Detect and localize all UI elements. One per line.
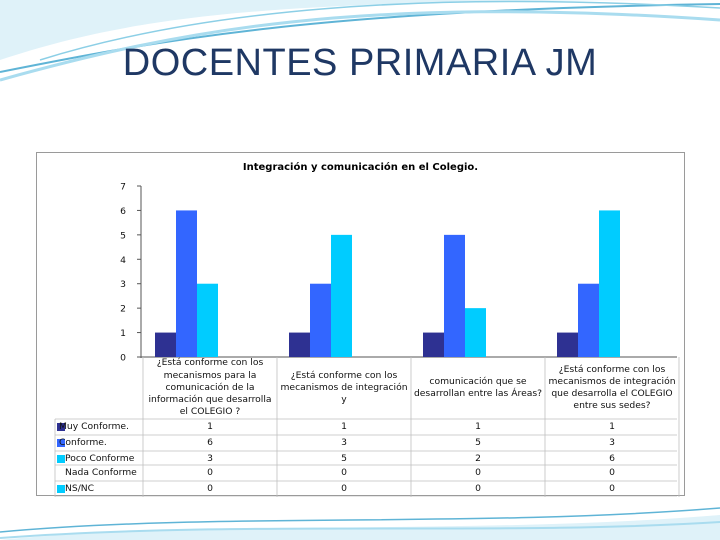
bar-1-2 xyxy=(289,332,310,357)
series-name: Muy Conforme. xyxy=(59,421,129,432)
bar-3-2 xyxy=(331,234,352,357)
bar-3-1 xyxy=(197,283,218,357)
table-cell: 0 xyxy=(609,483,615,494)
y-tick-label: 5 xyxy=(120,230,126,241)
chart-title: Integración y comunicación en el Colegio… xyxy=(242,162,479,173)
y-tick-label: 4 xyxy=(120,255,126,266)
legend-swatch xyxy=(57,455,65,463)
bar-2-1 xyxy=(176,210,197,357)
table-cell: 6 xyxy=(609,453,615,464)
category-label-2: ¿Está conforme con los mecanismos de int… xyxy=(280,369,408,406)
table-cell: 3 xyxy=(609,437,615,448)
series-name: NS/NC xyxy=(65,483,95,494)
y-tick-label: 6 xyxy=(120,206,126,217)
table-cell: 3 xyxy=(341,437,347,448)
table-cell: 5 xyxy=(341,453,347,464)
table-row: Conforme. 6 3 5 3 xyxy=(37,435,686,451)
category-label-4: ¿Está conforme con los mecanismos de int… xyxy=(548,363,676,412)
y-tick-label: 3 xyxy=(120,279,126,290)
category-label-1: ¿Está conforme con los mecanismos para l… xyxy=(148,357,272,418)
bar-1-4 xyxy=(557,332,578,357)
table-cell: 2 xyxy=(475,453,481,464)
bar-3-4 xyxy=(599,210,620,357)
bar-2-3 xyxy=(444,234,465,357)
y-tick-label: 7 xyxy=(120,182,126,193)
y-tick-label: 1 xyxy=(120,328,126,339)
bar-1-1 xyxy=(155,332,176,357)
category-label-3: comunicación que se desarrollan entre la… xyxy=(413,375,543,399)
table-cell: 0 xyxy=(207,467,213,478)
table-row: Poco Conforme 3 5 2 6 xyxy=(37,451,686,467)
bar-2-4 xyxy=(578,283,599,357)
bar-2-2 xyxy=(310,283,331,357)
table-cell: 1 xyxy=(475,421,481,432)
bar-3-3 xyxy=(465,308,486,357)
bar-chart-plot: 0 1 2 3 4 5 6 7 xyxy=(54,182,680,497)
slide-title: DOCENTES PRIMARIA JM xyxy=(122,42,598,84)
table-cell: 0 xyxy=(475,467,481,478)
table-cell: 0 xyxy=(207,483,213,494)
series-name: Conforme. xyxy=(59,437,107,448)
table-cell: 6 xyxy=(207,437,213,448)
table-row: NS/NC 0 0 0 0 xyxy=(37,481,686,497)
y-tick-label: 0 xyxy=(120,353,126,364)
table-cell: 3 xyxy=(207,453,213,464)
series-name: Nada Conforme xyxy=(65,467,137,478)
table-cell: 0 xyxy=(341,467,347,478)
table-row: Nada Conforme 0 0 0 0 xyxy=(37,465,686,481)
legend-swatch xyxy=(57,485,65,493)
chart-frame: Integración y comunicación en el Colegio… xyxy=(36,152,686,497)
table-cell: 1 xyxy=(609,421,615,432)
table-cell: 0 xyxy=(609,467,615,478)
table-cell: 0 xyxy=(341,483,347,494)
table-cell: 5 xyxy=(475,437,481,448)
legend-swatch xyxy=(57,423,65,431)
bar-1-3 xyxy=(423,332,444,357)
table-cell: 1 xyxy=(207,421,213,432)
series-name: Poco Conforme xyxy=(65,453,135,464)
table-cell: 0 xyxy=(475,483,481,494)
table-row: Muy Conforme. 1 1 1 1 xyxy=(37,419,686,435)
table-cell: 1 xyxy=(341,421,347,432)
y-tick-label: 2 xyxy=(120,304,126,315)
legend-swatch xyxy=(57,439,65,447)
